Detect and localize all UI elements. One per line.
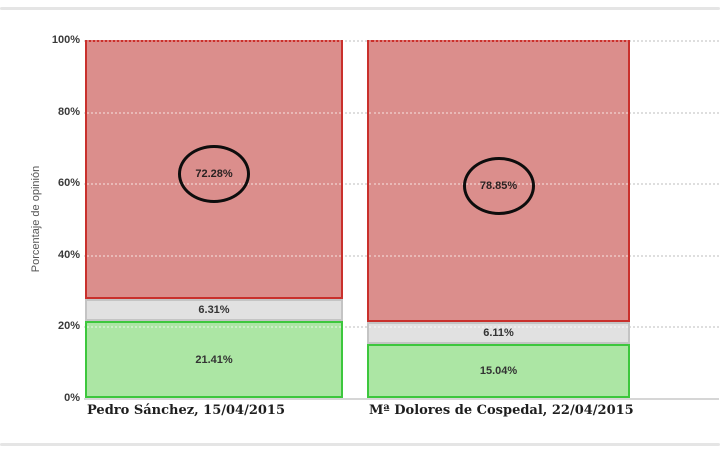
circled-value-label: 78.85% [479, 180, 518, 193]
bar-1-label-green-bottom: 21.41% [195, 353, 233, 366]
bar-2-label-gray-middle: 6.11% [483, 327, 514, 340]
gridline-overlay-80 [87, 111, 341, 114]
x-axis-line [84, 398, 719, 400]
bar-1-label-gray-middle: 6.31% [198, 304, 230, 317]
gridline-overlay-80 [369, 111, 628, 114]
y-tick-label: 40% [57, 248, 80, 261]
x-axis-category-label: Pedro Sánchez, 15/04/2015 [87, 403, 286, 418]
y-tick-label: 20% [57, 320, 80, 333]
bar-1-segment-green-bottom[interactable] [85, 321, 343, 398]
y-tick-label: 60% [57, 177, 80, 190]
gridline-overlay-20 [369, 326, 628, 329]
y-tick-label: 80% [57, 105, 80, 118]
circled-value-annotation: 72.28% [178, 145, 250, 204]
bar-2-label-green-bottom: 15.04% [479, 365, 518, 378]
bar-1-segment-red-top[interactable] [85, 40, 343, 299]
gridline-overlay-40 [87, 254, 341, 257]
y-tick-label: 0% [64, 392, 80, 404]
gridline-overlay-100 [369, 40, 628, 42]
x-axis-category-label: Mª Dolores de Cospedal, 22/04/2015 [369, 403, 634, 418]
gridline-overlay-20 [87, 326, 341, 329]
panel-top-divider [0, 7, 720, 10]
bar-2-segment-green-bottom[interactable] [367, 344, 630, 398]
y-tick-label: 100% [51, 34, 80, 46]
bar-1-segment-gray-middle[interactable] [85, 298, 343, 322]
circled-value-annotation: 78.85% [462, 157, 535, 216]
bar-2-segment-gray-middle[interactable] [367, 322, 630, 345]
gridline-overlay-100 [87, 40, 341, 42]
gridline-overlay-40 [369, 254, 628, 257]
circled-value-label: 72.28% [195, 168, 233, 181]
panel-bottom-divider [0, 443, 720, 446]
